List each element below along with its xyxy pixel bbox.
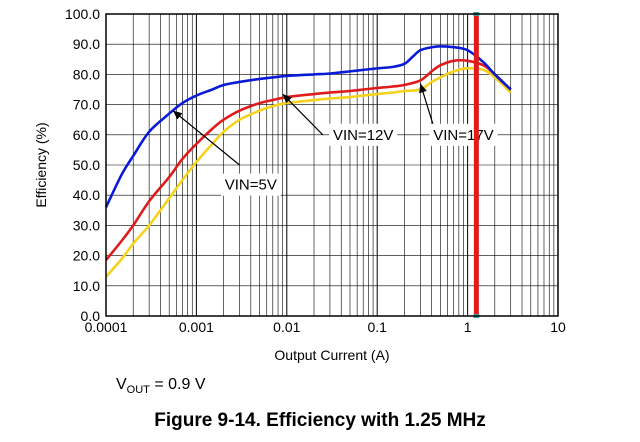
annotation-box-vin-17v bbox=[429, 123, 498, 146]
y-tick-label: 20.0 bbox=[73, 248, 100, 264]
y-tick-label: 10.0 bbox=[73, 278, 100, 294]
figure-caption: Figure 9-14. Efficiency with 1.25 MHz bbox=[154, 410, 486, 431]
series-line-vin-12v bbox=[104, 58, 512, 261]
y-tick-label: 40.0 bbox=[73, 187, 100, 203]
annotation-arrow-vin-5v bbox=[172, 110, 240, 166]
y-tick-label: 60.0 bbox=[73, 127, 100, 143]
series-line-vin-5v bbox=[104, 45, 512, 208]
series-layer bbox=[104, 45, 512, 278]
vout-subscript: OUT bbox=[126, 384, 150, 397]
vout-prefix: V bbox=[116, 376, 127, 393]
annotation-label-vin-17v: VIN=17V bbox=[433, 127, 493, 144]
series-line-vin-17v bbox=[105, 66, 512, 278]
y-tick-label: 90.0 bbox=[73, 36, 100, 52]
x-tick-label: 0.0001 bbox=[85, 319, 128, 335]
annotation-box-vin-5v bbox=[221, 173, 281, 196]
annotation-box-vin-12v bbox=[329, 123, 398, 146]
y-tick-label: 80.0 bbox=[73, 66, 100, 82]
annotation-arrowhead-vin-17v bbox=[419, 83, 427, 94]
y-axis-label: Efficiency (%) bbox=[33, 122, 49, 207]
plot-frame bbox=[105, 13, 559, 317]
x-axis-label: Output Current (A) bbox=[274, 347, 389, 363]
y-tick-label: 50.0 bbox=[73, 157, 100, 173]
grid bbox=[105, 13, 558, 317]
x-tick-label: 10 bbox=[550, 319, 566, 335]
annotation-label-vin-12v: VIN=12V bbox=[333, 127, 393, 144]
vout-value: = 0.9 V bbox=[149, 376, 206, 393]
y-tick-label: 0.0 bbox=[81, 308, 101, 324]
y-tick-label: 100.0 bbox=[65, 6, 100, 22]
annotation-label-vin-5v: VIN=5V bbox=[225, 177, 277, 194]
x-tick-label: 0.01 bbox=[273, 319, 300, 335]
x-tick-label: 0.001 bbox=[179, 319, 214, 335]
annotation-arrow-vin-12v bbox=[282, 93, 324, 136]
vout-condition: VOUT = 0.9 V bbox=[116, 376, 206, 396]
x-tick-label: 1 bbox=[464, 319, 472, 335]
annotation-arrowhead-vin-5v bbox=[172, 110, 183, 120]
x-tick-label: 0.1 bbox=[367, 319, 387, 335]
annotation-arrowhead-vin-12v bbox=[282, 94, 292, 104]
y-tick-label: 30.0 bbox=[73, 217, 100, 233]
tick-labels: 0.0001 0.001 0.01 0.1 1 100.010.020.030.040.0… bbox=[65, 6, 566, 335]
y-tick-label: 70.0 bbox=[73, 97, 100, 113]
